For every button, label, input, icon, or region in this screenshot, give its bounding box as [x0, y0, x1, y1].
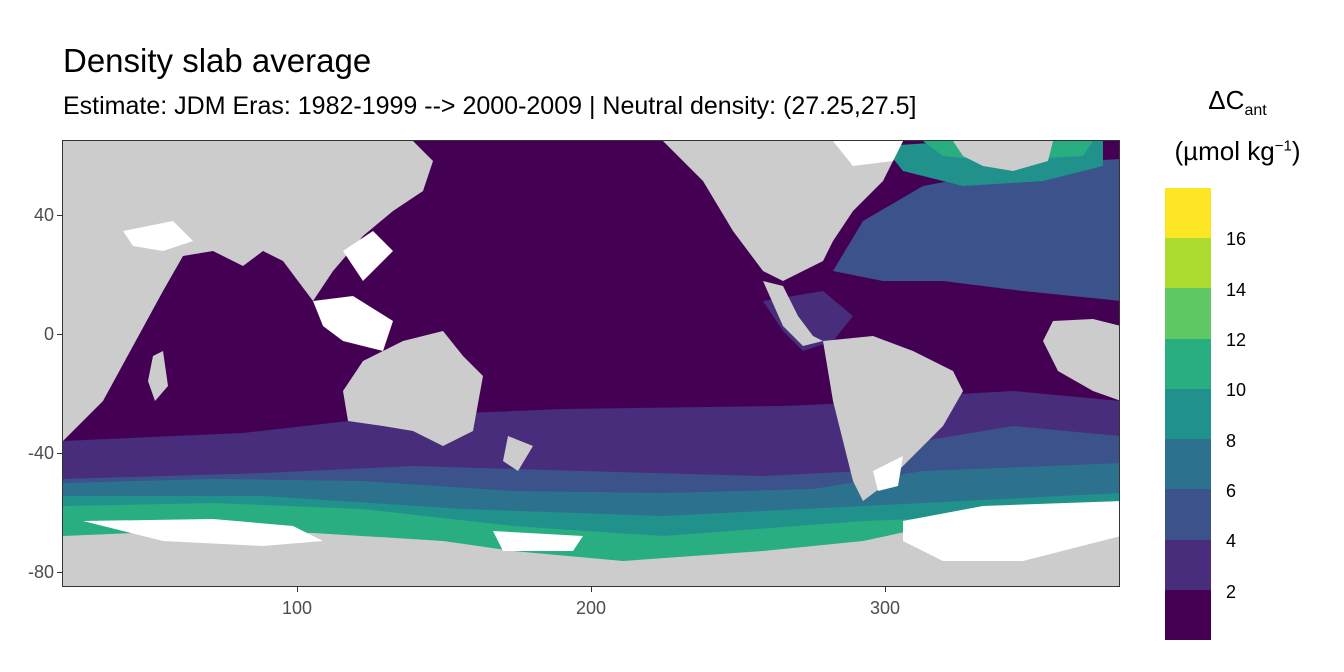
- nodata-indonesia: [313, 296, 393, 351]
- legend-color-step: [1165, 539, 1211, 590]
- legend-break-label: 14: [1226, 280, 1247, 300]
- nodata-med: [123, 221, 193, 251]
- y-tick-label: 40: [33, 205, 54, 225]
- land-madagascar: [148, 351, 168, 401]
- land-antarctica: [63, 511, 1119, 586]
- land-africa-east: [1043, 319, 1119, 401]
- x-tickmark: [885, 587, 886, 592]
- map-plot: [63, 141, 1119, 586]
- y-tickmark: [57, 215, 62, 216]
- legend-colorbar: [1165, 188, 1211, 640]
- legend-break-label: 2: [1226, 582, 1237, 602]
- nodata-hudson: [833, 141, 903, 166]
- land-australia: [343, 331, 483, 446]
- land-central-america: [763, 281, 823, 346]
- land-south-america: [823, 336, 963, 501]
- legend-break-label: 16: [1226, 229, 1247, 249]
- y-tickmark: [57, 453, 62, 454]
- nodata-asia-seas: [343, 231, 393, 281]
- legend-unit-prefix: (µmol kg: [1174, 136, 1275, 166]
- x-tick-label: 200: [575, 598, 607, 618]
- legend-title: ΔCant: [1150, 85, 1325, 120]
- legend-unit: (µmol kg−1): [1150, 136, 1325, 167]
- land-north-america: [663, 141, 903, 281]
- legend-break-label: 4: [1226, 531, 1237, 551]
- nodata-ross: [493, 531, 583, 551]
- x-tickmark: [297, 587, 298, 592]
- legend-break-label: 10: [1226, 380, 1247, 400]
- nodata-antarctic-shelf: [83, 519, 323, 546]
- land-new-zealand: [503, 436, 533, 471]
- y-tick-label: -40: [27, 443, 54, 463]
- chart-title: Density slab average: [63, 42, 372, 79]
- land-greenland: [953, 141, 1053, 171]
- legend-color-step: [1165, 388, 1211, 440]
- legend-color-step: [1165, 489, 1211, 540]
- legend-color-step: [1165, 439, 1211, 490]
- legend-break-label: 6: [1226, 481, 1237, 501]
- land-eurasia-africa: [63, 141, 433, 441]
- legend-color-step: [1165, 288, 1211, 339]
- legend-break-label: 8: [1226, 431, 1237, 451]
- legend-color-step: [1165, 188, 1211, 239]
- legend-color-step: [1165, 238, 1211, 289]
- atlantic-north-band-4: [833, 159, 1119, 301]
- chart-subtitle: Estimate: JDM Eras: 1982-1999 --> 2000-2…: [63, 92, 917, 120]
- nodata-weddell: [903, 501, 1119, 561]
- legend-unit-sup: −1: [1274, 137, 1292, 155]
- map-panel: [62, 140, 1120, 587]
- legend-break-label: 12: [1226, 330, 1247, 350]
- x-tick-label: 300: [869, 598, 901, 618]
- x-tick-label: 100: [281, 598, 313, 618]
- legend-title-main: ΔC: [1208, 85, 1245, 115]
- y-tick-label: 0: [43, 324, 54, 344]
- nodata-patagonia: [873, 456, 903, 491]
- legend-color-step: [1165, 338, 1211, 389]
- y-tickmark: [57, 334, 62, 335]
- legend-title-sub: ant: [1244, 102, 1267, 120]
- legend-color-step: [1165, 589, 1211, 640]
- y-tick-label: -80: [27, 562, 54, 582]
- x-tickmark: [591, 587, 592, 592]
- legend-unit-suffix: ): [1291, 136, 1301, 166]
- y-tickmark: [57, 572, 62, 573]
